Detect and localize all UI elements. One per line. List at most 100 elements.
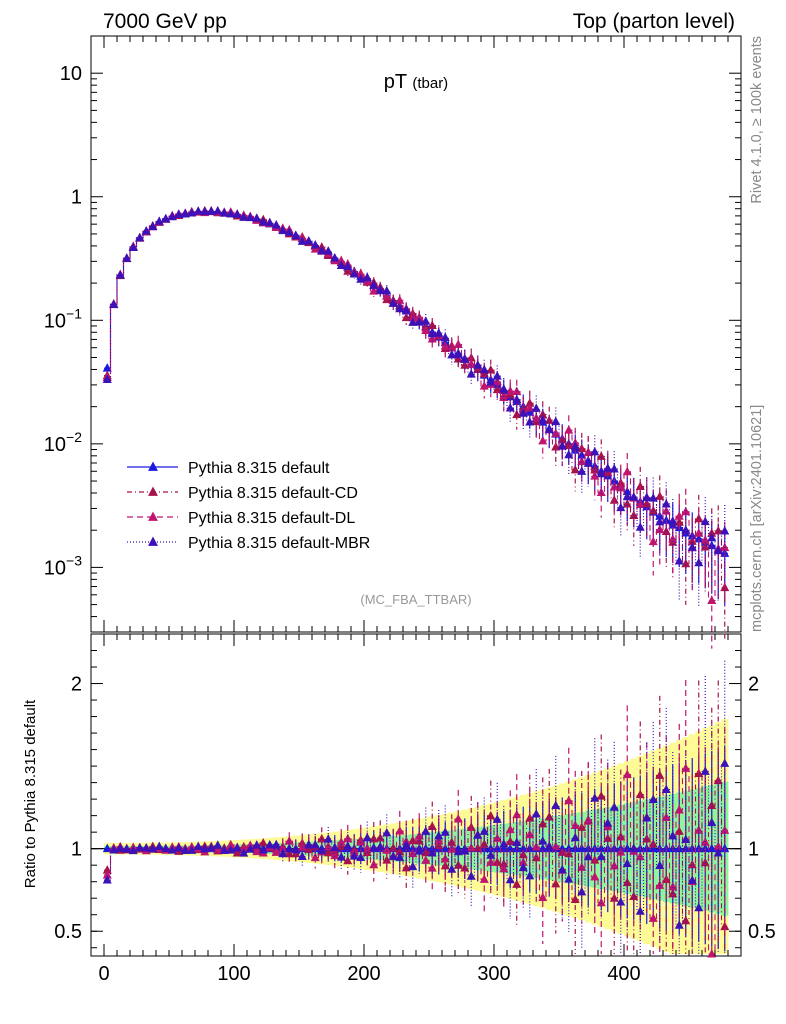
data-point	[317, 245, 327, 255]
ratio-point	[265, 839, 275, 849]
data-point	[616, 502, 626, 512]
data-point	[544, 424, 554, 433]
ratio-point	[596, 897, 606, 907]
ratio-point	[258, 837, 268, 847]
ratio-point	[375, 833, 385, 842]
legend-marker	[148, 461, 158, 471]
ratio-point	[479, 874, 489, 883]
ratio-point	[102, 870, 112, 879]
ratio-point	[408, 861, 418, 871]
data-point	[642, 492, 652, 502]
data-point	[395, 303, 405, 313]
ratio-point	[447, 864, 457, 873]
data-point	[512, 409, 522, 419]
ratio-point	[421, 826, 431, 835]
data-point	[466, 369, 476, 378]
legend-label: Pythia 8.315 default	[188, 460, 330, 477]
series-pythia-8-315-default-cd	[102, 205, 730, 640]
ratio-point	[531, 841, 541, 851]
ratio-point	[102, 865, 112, 874]
ratio-line	[104, 767, 728, 955]
data-point	[421, 325, 431, 335]
data-point	[577, 450, 587, 459]
ratio-point	[362, 832, 372, 842]
ratio-point	[297, 851, 307, 861]
ratio-point	[648, 794, 658, 803]
ratio-line	[104, 762, 728, 926]
ratio-point	[505, 824, 515, 834]
ratio-point	[499, 838, 509, 848]
data-point	[330, 253, 340, 262]
y-tick-label: 1	[71, 187, 82, 209]
data-point	[655, 516, 665, 526]
data-point	[174, 209, 184, 218]
y-tick-label: 10−3	[44, 552, 82, 579]
data-point	[518, 408, 528, 417]
ratio-point	[564, 874, 574, 883]
ratio-point	[434, 840, 444, 849]
ratio-point	[453, 814, 463, 823]
ratio-point	[395, 825, 405, 835]
data-point	[401, 312, 411, 322]
data-point	[252, 213, 262, 222]
legend-marker	[148, 486, 158, 496]
ratio-point	[609, 802, 619, 811]
ratio-point	[174, 843, 184, 852]
ratio-point	[382, 855, 392, 864]
ratio-point	[655, 770, 665, 779]
data-point	[583, 458, 593, 467]
ratio-point	[720, 921, 730, 931]
ratio-series-pythia-8-315-default-mbr	[102, 660, 730, 954]
ratio-point	[681, 763, 691, 772]
ratio-point	[655, 860, 665, 869]
ratio-point	[336, 841, 346, 851]
ratio-point	[460, 863, 470, 872]
data-point	[538, 414, 548, 424]
ratio-point	[408, 835, 418, 845]
ratio-point	[525, 829, 535, 839]
ratio-point	[388, 851, 398, 860]
ratio-point	[239, 848, 249, 857]
data-point	[265, 217, 275, 227]
data-point	[512, 386, 522, 396]
data-point	[720, 525, 730, 535]
ratio-point	[655, 880, 665, 889]
ratio-point	[102, 875, 112, 884]
ratio-point	[700, 766, 710, 775]
data-point	[596, 468, 606, 478]
ratio-point	[479, 839, 489, 848]
data-point	[577, 466, 587, 475]
ratio-point	[343, 841, 353, 850]
ratio-point	[590, 793, 600, 802]
ratio-point	[577, 862, 587, 871]
ratio-point	[668, 830, 678, 840]
ratio-point	[278, 848, 288, 858]
ratio-point	[232, 842, 242, 852]
data-point	[590, 446, 600, 456]
ratio-point	[414, 831, 424, 840]
data-point	[668, 516, 678, 525]
ratio-point	[460, 846, 470, 855]
ratio-point	[193, 841, 203, 851]
ratio-point	[343, 855, 353, 865]
legend-label: Pythia 8.315 default-CD	[188, 485, 358, 502]
data-point	[180, 208, 190, 218]
y-tick-label: 10	[60, 63, 82, 85]
data-point	[525, 416, 535, 426]
ratio-point	[427, 821, 437, 831]
legend-label: Pythia 8.315 default-DL	[188, 510, 355, 527]
ratio-point	[648, 843, 658, 853]
ratio-y-tick-label-right: 2	[748, 674, 759, 696]
ratio-point	[154, 841, 164, 850]
data-point	[564, 425, 574, 434]
ratio-point	[466, 871, 476, 880]
ratio-point	[505, 843, 515, 853]
data-point	[408, 312, 418, 322]
y-tick-label: 10−1	[44, 305, 82, 332]
data-point	[232, 209, 242, 218]
ratio-point	[349, 851, 359, 860]
analysis-watermark: (MC_FBA_TTBAR)	[360, 592, 471, 607]
ratio-point	[629, 843, 639, 853]
data-point	[102, 363, 112, 372]
legend: Pythia 8.315 default Pythia 8.315 default…	[127, 460, 370, 552]
